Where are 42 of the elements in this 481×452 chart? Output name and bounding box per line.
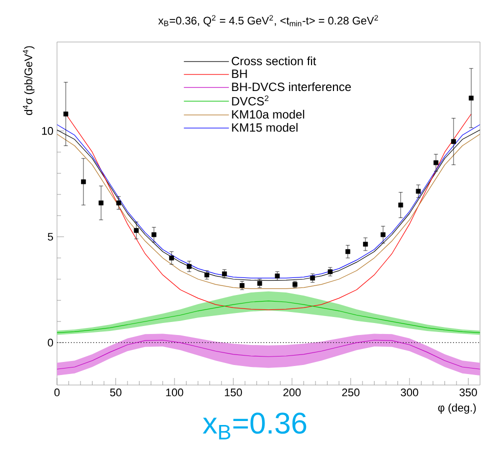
point	[274, 274, 280, 278]
y-tick-label: 0	[48, 338, 54, 347]
point	[169, 256, 174, 260]
point	[345, 249, 350, 254]
point	[468, 96, 474, 101]
y-tick-label: 5	[48, 232, 54, 241]
chart-title: x$_{B}$=0.36, Q$^{2}$ = 4.5 GeV$^{2}$, <t$_{min}$-t> = 0.28 GeV$^{2}$	[158, 15, 378, 26]
line-series	[57, 340, 480, 370]
point	[363, 242, 368, 247]
x-tick-label: 100	[166, 388, 184, 396]
point	[416, 188, 421, 194]
legend-label: KM10a model	[232, 110, 304, 119]
y-tick-label: 10	[42, 127, 54, 135]
x-axis-title: φ (deg.)	[438, 404, 476, 414]
point	[380, 232, 386, 238]
point	[328, 269, 333, 274]
point	[434, 160, 438, 166]
x-tick-label: 350	[460, 388, 477, 396]
point	[398, 202, 404, 208]
x-tick-label: 250	[342, 388, 360, 396]
x-tick-label: 150	[224, 388, 242, 396]
legend-label: KM15 model	[232, 122, 298, 132]
text: x$_{B}$=0.36	[202, 412, 306, 440]
legend-label: BH-DVCS interference	[232, 82, 351, 92]
point	[81, 179, 86, 184]
point	[63, 112, 68, 116]
point	[451, 139, 456, 144]
y-axis-title: d$^{4}$σ (pb/GeV$^{4}$)	[22, 46, 34, 115]
x-tick-label: 300	[400, 388, 418, 396]
point	[257, 280, 262, 286]
point	[116, 200, 122, 206]
point	[204, 272, 210, 278]
point	[134, 228, 139, 233]
legend-label: Cross section fit	[232, 56, 316, 66]
legend-label: DVCS$^{2}$	[232, 95, 268, 106]
point	[152, 232, 156, 238]
x-tick-label: 50	[110, 388, 122, 396]
point	[98, 200, 104, 206]
point	[186, 264, 192, 269]
x-tick-label: 200	[283, 388, 301, 396]
x-tick-label: 0	[54, 388, 60, 396]
legend-label: BH	[232, 70, 247, 78]
